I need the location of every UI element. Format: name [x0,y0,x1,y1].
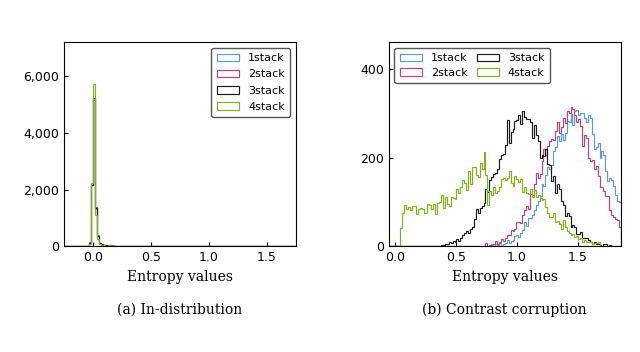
X-axis label: Entropy values: Entropy values [127,270,233,284]
Legend: 1stack, 2stack, 3stack, 4stack: 1stack, 2stack, 3stack, 4stack [211,48,291,117]
Text: (a) In-distribution: (a) In-distribution [117,303,243,317]
X-axis label: Entropy values: Entropy values [452,270,558,284]
Legend: 1stack, 2stack, 3stack, 4stack: 1stack, 2stack, 3stack, 4stack [394,48,550,83]
Text: (b) Contrast corruption: (b) Contrast corruption [422,303,587,317]
